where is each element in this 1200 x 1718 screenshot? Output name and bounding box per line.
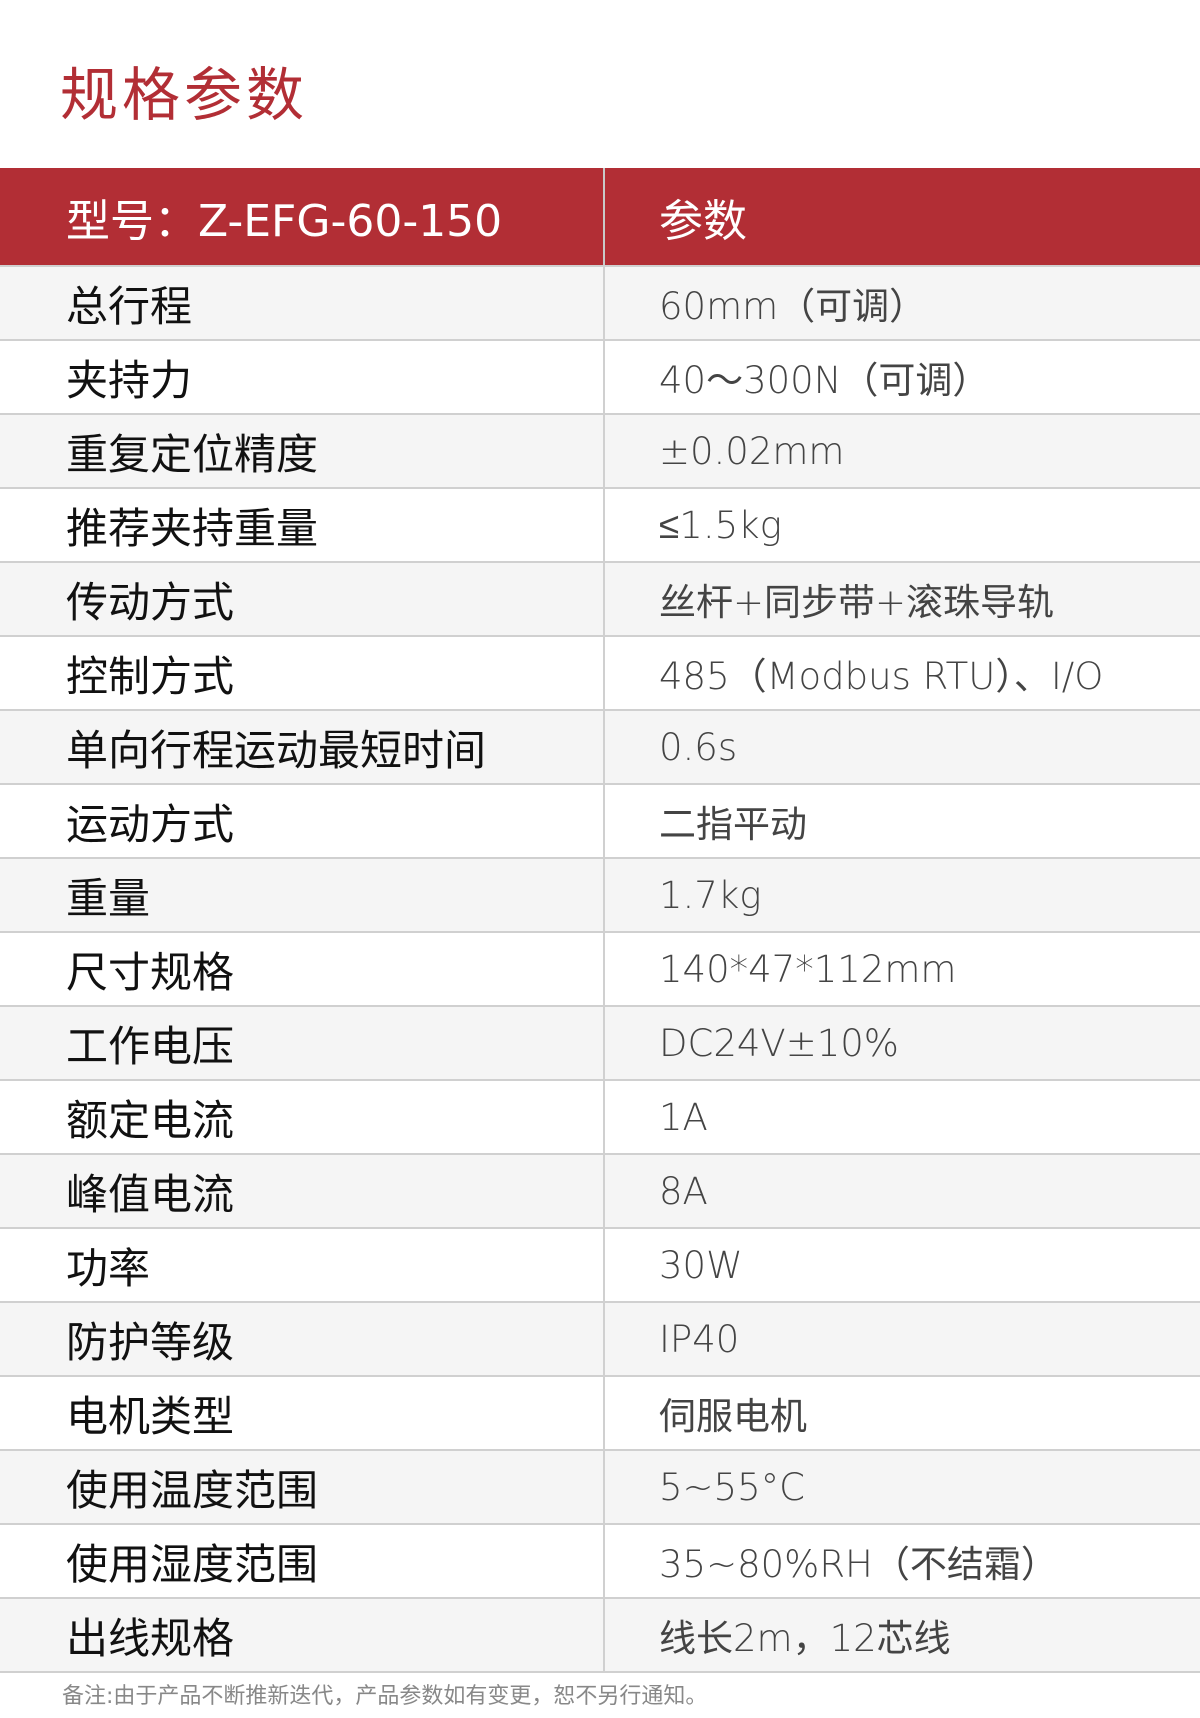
table-row: 出线规格 线长2m，12芯线 [0, 1597, 1200, 1671]
row-value: 35~80%RH（不结霜） [659, 1543, 1058, 1586]
row-value: 0.6s [659, 725, 738, 769]
table-row: 控制方式 485（Modbus RTU）、I/O [0, 635, 1200, 709]
row-value: 8A [659, 1169, 708, 1213]
table-row: 夹持力 40～300N（可调） [0, 339, 1200, 413]
row-label: 防护等级 [0, 1303, 605, 1375]
table-row: 额定电流 1A [0, 1079, 1200, 1153]
row-label: 控制方式 [0, 637, 605, 709]
table-row: 功率 30W [0, 1227, 1200, 1301]
row-value: 1A [659, 1095, 708, 1139]
spec-table: 型号：Z-EFG-60-150 参数 总行程 60mm（可调） 夹持力 40～300N… [0, 168, 1200, 1673]
header-model: 型号：Z-EFG-60-150 [0, 168, 605, 265]
row-label: 功率 [0, 1229, 605, 1301]
row-value: 1.7kg [659, 873, 762, 917]
table-row: 单向行程运动最短时间 0.6s [0, 709, 1200, 783]
row-label: 总行程 [0, 267, 605, 339]
table-row: 运动方式 二指平动 [0, 783, 1200, 857]
row-value: 40～300N（可调） [659, 359, 990, 402]
row-label: 推荐夹持重量 [0, 489, 605, 561]
table-row: 重复定位精度 ±0.02mm [0, 413, 1200, 487]
row-value: 二指平动 [659, 803, 807, 846]
row-value: 5~55°C [659, 1465, 805, 1509]
row-label: 电机类型 [0, 1377, 605, 1449]
row-label: 重量 [0, 859, 605, 931]
row-label: 使用温度范围 [0, 1451, 605, 1523]
header-param: 参数 [659, 195, 747, 247]
row-label: 夹持力 [0, 341, 605, 413]
row-value: 线长2m，12芯线 [659, 1617, 951, 1660]
table-row: 重量 1.7kg [0, 857, 1200, 931]
row-value: ±0.02mm [659, 429, 845, 473]
row-value: 60mm（可调） [659, 285, 927, 328]
table-row: 推荐夹持重量 ≤1.5kg [0, 487, 1200, 561]
table-row: 使用温度范围 5~55°C [0, 1449, 1200, 1523]
row-label: 额定电流 [0, 1081, 605, 1153]
row-label: 出线规格 [0, 1599, 605, 1671]
table-row: 防护等级 IP40 [0, 1301, 1200, 1375]
table-row: 工作电压 DC24V±10% [0, 1005, 1200, 1079]
table-header: 型号：Z-EFG-60-150 参数 [0, 168, 1200, 265]
row-label: 运动方式 [0, 785, 605, 857]
table-row: 尺寸规格 140*47*112mm [0, 931, 1200, 1005]
table-body: 总行程 60mm（可调） 夹持力 40～300N（可调） 重复定位精度 ±0.02mm 推荐… [0, 265, 1200, 1673]
row-label: 峰值电流 [0, 1155, 605, 1227]
table-row: 传动方式 丝杆+同步带+滚珠导轨 [0, 561, 1200, 635]
table-row: 使用湿度范围 35~80%RH（不结霜） [0, 1523, 1200, 1597]
row-label: 重复定位精度 [0, 415, 605, 487]
row-value: 485（Modbus RTU）、I/O [659, 655, 1104, 698]
row-value: 30W [659, 1243, 743, 1287]
row-value: 140*47*112mm [659, 947, 957, 991]
footnote: 备注:由于产品不断推新迭代，产品参数如有变更，恕不另行通知。 [62, 1684, 708, 1709]
row-value: ≤1.5kg [659, 503, 782, 547]
row-label: 单向行程运动最短时间 [0, 711, 605, 783]
page-title: 规格参数 [60, 61, 309, 129]
row-label: 尺寸规格 [0, 933, 605, 1005]
row-label: 工作电压 [0, 1007, 605, 1079]
row-label: 使用湿度范围 [0, 1525, 605, 1597]
row-value: IP40 [659, 1317, 740, 1361]
row-label: 传动方式 [0, 563, 605, 635]
table-row: 总行程 60mm（可调） [0, 265, 1200, 339]
row-value: 伺服电机 [659, 1395, 807, 1438]
row-value: DC24V±10% [659, 1021, 899, 1065]
table-row: 峰值电流 8A [0, 1153, 1200, 1227]
row-value: 丝杆+同步带+滚珠导轨 [659, 581, 1055, 624]
table-row: 电机类型 伺服电机 [0, 1375, 1200, 1449]
